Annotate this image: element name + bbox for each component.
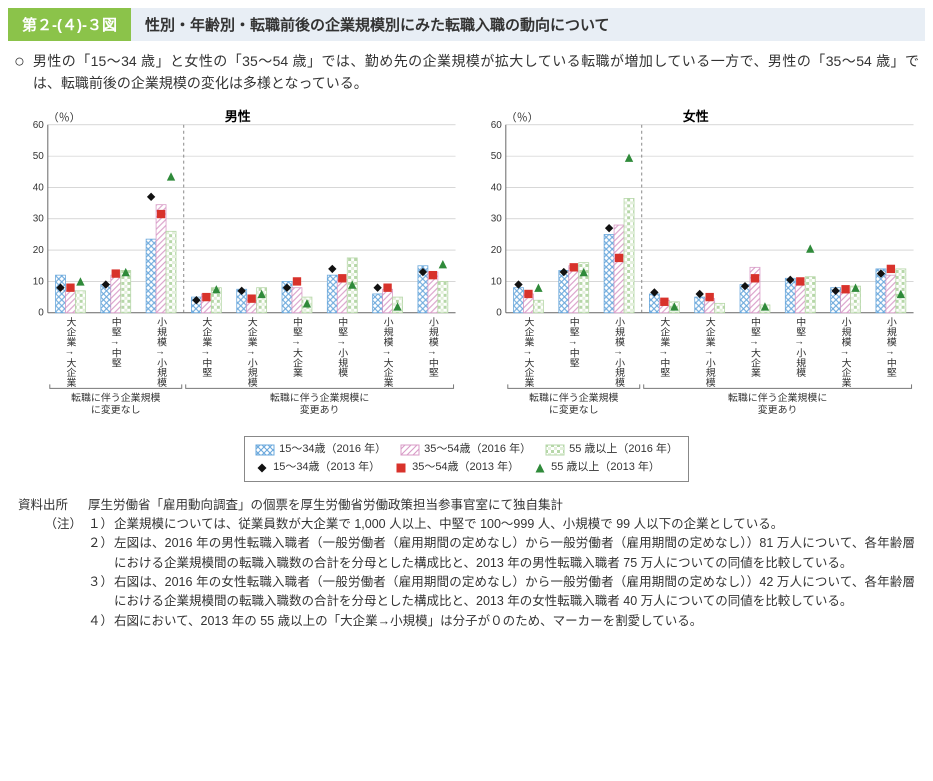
chart-female: 女性 （％） 0 10 20 30 40 50 60 大企業→大企業 中堅→中堅 小規模→小規模 大企業… [472, 108, 920, 428]
svg-text:中堅→小規模: 中堅→小規模 [336, 316, 348, 379]
chart-male: 男性 （％） 0 10 20 30 40 50 60 大企業→大企業 中堅→中堅 小規模→小規模 大企業… [14, 108, 462, 428]
note-number: ２） [88, 534, 114, 573]
legend-label: 55 歳以上（2016 年） [569, 441, 678, 459]
svg-text:20: 20 [33, 245, 45, 256]
legend-bar-item: 35～54歳（2016 年） [400, 441, 531, 459]
svg-text:小規模→大企業: 小規模→大企業 [381, 317, 393, 389]
svg-text:中堅→大企業: 中堅→大企業 [748, 316, 760, 379]
legend: 15～34歳（2016 年） 35～54歳（2016 年） 55 歳以上（2016 … [8, 436, 925, 481]
note-text: 企業規模については、従業員数が大企業で 1,000 人以上、中堅で 100～99… [114, 515, 915, 534]
svg-text:小規模→大企業: 小規模→大企業 [839, 317, 851, 389]
svg-text:20: 20 [490, 245, 502, 256]
svg-text:変更あり: 変更あり [757, 404, 797, 417]
svg-text:（％）: （％） [48, 111, 81, 124]
svg-text:中堅→小規模: 中堅→小規模 [793, 316, 805, 379]
svg-text:10: 10 [33, 277, 45, 288]
svg-text:60: 60 [490, 120, 502, 131]
bullet-circle: ○ [14, 51, 25, 73]
svg-text:転職に伴う企業規模: 転職に伴う企業規模 [529, 392, 619, 405]
lead-text: 男性の「15～34 歳」と女性の「35～54 歳」では、勤め先の企業規模が拡大し… [33, 51, 919, 94]
svg-text:0: 0 [38, 308, 44, 319]
svg-text:小規模→小規模: 小規模→小規模 [155, 317, 167, 389]
svg-text:（％）: （％） [505, 111, 538, 124]
legend-label: 55 歳以上（2013 年） [551, 459, 660, 477]
svg-text:大企業→大企業: 大企業→大企業 [521, 316, 533, 389]
svg-text:小規模→中堅: 小規模→中堅 [884, 317, 896, 378]
source-label: 資料出所 [18, 496, 88, 515]
svg-text:30: 30 [490, 214, 502, 225]
legend-label: 15～34歳（2013 年） [273, 459, 380, 477]
svg-text:50: 50 [490, 151, 502, 162]
chart-panel-male: 男性 （％） 0 10 20 30 40 50 60 大企業→大企業 中堅→中堅 小規模→小規模 大企業… [14, 108, 462, 428]
legend-bar-item: 55 歳以上（2016 年） [545, 441, 678, 459]
source-text: 厚生労働省「雇用動向調査」の個票を厚生労働省労働政策担当参事官室にて独自集計 [88, 496, 563, 515]
svg-text:小規模→小規模: 小規模→小規模 [612, 317, 624, 389]
svg-text:50: 50 [33, 151, 45, 162]
svg-text:大企業→小規模: 大企業→小規模 [703, 316, 715, 389]
note-text: 右図は、2016 年の女性転職入職者（一般労働者（雇用期間の定めなし）から一般労… [114, 573, 915, 612]
svg-text:0: 0 [496, 308, 502, 319]
svg-text:大企業→大企業: 大企業→大企業 [64, 316, 76, 389]
svg-text:男性: 男性 [225, 109, 251, 124]
lead-paragraph: ○ 男性の「15～34 歳」と女性の「35～54 歳」では、勤め先の企業規模が拡… [14, 51, 919, 94]
legend-bar-item: 15～34歳（2016 年） [255, 441, 386, 459]
note-number: ４） [88, 612, 114, 631]
figure-header: 第２-(４)-３図 性別・年齢別・転職前後の企業規模別にみた転職入職の動向につい… [8, 8, 925, 41]
legend-label: 35～54歳（2013 年） [412, 459, 519, 477]
chart-panel-female: 女性 （％） 0 10 20 30 40 50 60 大企業→大企業 中堅→中堅 小規模→小規模 大企業… [472, 108, 920, 428]
svg-text:中堅→中堅: 中堅→中堅 [567, 316, 579, 368]
svg-text:に変更なし: に変更なし [548, 404, 598, 417]
svg-text:大企業→中堅: 大企業→中堅 [200, 316, 212, 378]
svg-text:転職に伴う企業規模: 転職に伴う企業規模 [71, 392, 161, 405]
svg-text:変更あり: 変更あり [300, 404, 340, 417]
svg-text:大企業→小規模: 大企業→小規模 [245, 316, 257, 389]
source-and-notes: 資料出所 厚生労働省「雇用動向調査」の個票を厚生労働省労働政策担当参事官室にて独… [18, 496, 915, 632]
svg-text:小規模→中堅: 小規模→中堅 [426, 317, 438, 378]
legend-label: 15～34歳（2016 年） [279, 441, 386, 459]
legend-marker-item: 55 歳以上（2013 年） [533, 459, 660, 477]
legend-box: 15～34歳（2016 年） 35～54歳（2016 年） 55 歳以上（2016 … [244, 436, 689, 481]
svg-text:転職に伴う企業規模に: 転職に伴う企業規模に [270, 392, 369, 405]
legend-label: 35～54歳（2016 年） [424, 441, 531, 459]
legend-marker-item: 15～34歳（2013 年） [255, 459, 380, 477]
note-text: 右図において、2013 年の 55 歳以上の「大企業→小規模」は分子が０のため、… [114, 612, 915, 631]
svg-text:転職に伴う企業規模に: 転職に伴う企業規模に [727, 392, 826, 405]
svg-text:に変更なし: に変更なし [91, 404, 141, 417]
svg-text:40: 40 [33, 183, 45, 194]
svg-text:30: 30 [33, 214, 45, 225]
note-number: ３） [88, 573, 114, 612]
svg-text:10: 10 [490, 277, 502, 288]
svg-text:大企業→中堅: 大企業→中堅 [657, 316, 669, 378]
note-number: １） [88, 515, 114, 534]
svg-text:60: 60 [33, 120, 45, 131]
notes-label: （注） [18, 515, 88, 534]
figure-number-badge: 第２-(４)-３図 [8, 8, 131, 41]
charts-row: 男性 （％） 0 10 20 30 40 50 60 大企業→大企業 中堅→中堅 小規模→小規模 大企業… [14, 108, 919, 428]
svg-text:中堅→中堅: 中堅→中堅 [109, 316, 121, 368]
svg-text:40: 40 [490, 183, 502, 194]
figure-title: 性別・年齢別・転職前後の企業規模別にみた転職入職の動向について [131, 8, 925, 41]
note-text: 左図は、2016 年の男性転職入職者（一般労働者（雇用期間の定めなし）から一般労… [114, 534, 915, 573]
svg-text:女性: 女性 [682, 109, 708, 124]
legend-marker-item: 35～54歳（2013 年） [394, 459, 519, 477]
svg-text:中堅→大企業: 中堅→大企業 [290, 316, 302, 379]
